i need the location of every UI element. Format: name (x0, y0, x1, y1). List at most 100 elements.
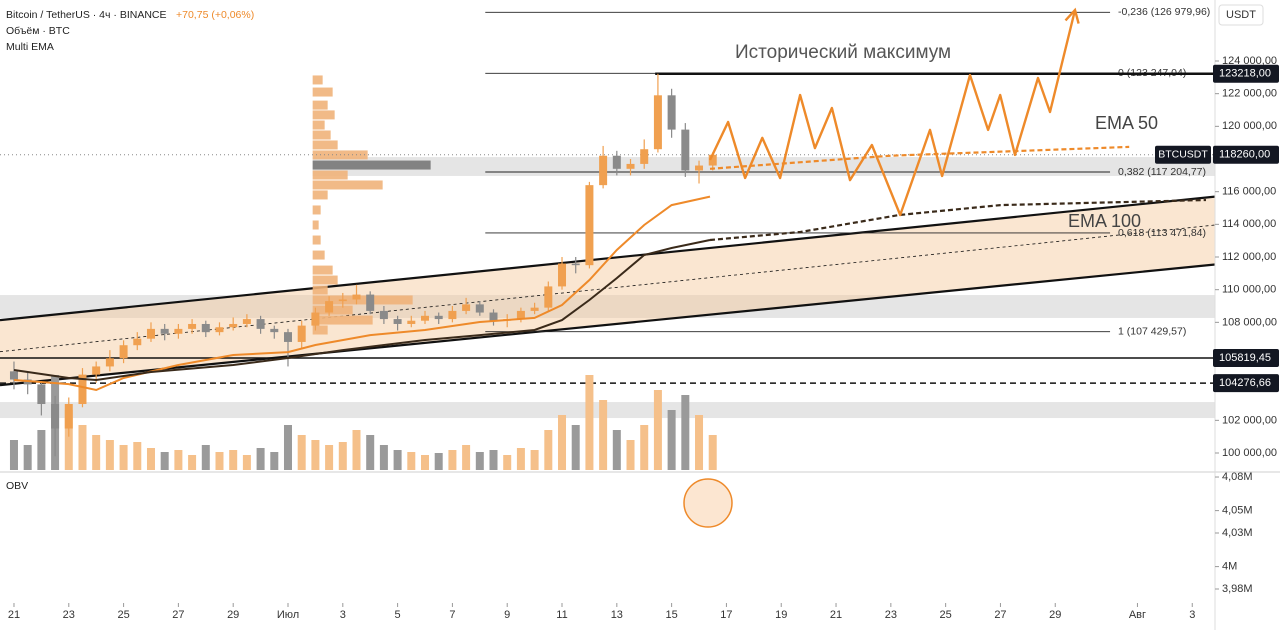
y-tick-label: 124 000,00 (1222, 55, 1277, 67)
candle-body (421, 315, 430, 321)
volume-profile-bar (312, 235, 321, 245)
volume-bar (421, 455, 430, 470)
volume-bar (503, 455, 512, 470)
volume-bar (174, 450, 183, 470)
ema-projection (709, 198, 1207, 242)
x-tick-label: Авг (1129, 609, 1146, 621)
volume-bar (297, 435, 306, 470)
volume-profile-bar (312, 220, 319, 230)
candle-body (160, 328, 169, 334)
x-tick-label: 21 (8, 609, 20, 621)
candle-body (105, 358, 114, 367)
volume-bar (571, 425, 580, 470)
candle-body (530, 307, 539, 311)
price-label: 104276,66 (1219, 377, 1271, 389)
volume-profile-bar (312, 180, 383, 190)
plot: -0,236 (126 979,96)0 (123 247,04)0,382 (… (0, 6, 1216, 470)
volume-profile-bar (312, 87, 333, 97)
candle-body (188, 323, 197, 329)
price-label-box (1213, 374, 1279, 393)
x-tick-label: 25 (940, 609, 952, 621)
ema-name: EMA 100 (1068, 211, 1141, 231)
volume-bar (599, 400, 608, 470)
volume-bar (667, 410, 676, 470)
candle-body (448, 310, 457, 320)
ema-name: EMA 50 (1095, 113, 1158, 133)
ema-line (13, 195, 711, 392)
volume-bar (640, 425, 649, 470)
candle-body (133, 338, 142, 346)
x-tick-label: 25 (117, 609, 129, 621)
obv-y-tick-label: 4,08M (1222, 471, 1253, 483)
x-tick-label: 3 (1189, 609, 1195, 621)
volume-label: Объём · BTC (6, 25, 70, 37)
price-label-box (1213, 348, 1279, 367)
y-tick-label: 100 000,00 (1222, 447, 1277, 459)
volume-profile-bar (312, 205, 321, 215)
x-tick-label: 13 (611, 609, 623, 621)
volume-bar (23, 445, 32, 470)
volume-profile-bar (312, 100, 328, 110)
candle-body (9, 371, 18, 380)
channel-line (0, 195, 1216, 322)
volume-bar (146, 448, 155, 470)
volume-bar (393, 450, 402, 470)
candle-body (462, 304, 471, 311)
y-tick-label: 102 000,00 (1222, 414, 1277, 426)
candle-body (612, 155, 621, 169)
volume-bar (9, 440, 18, 470)
price-label-box (1213, 145, 1279, 164)
volume-bar (201, 445, 210, 470)
volume-bar (325, 445, 334, 470)
obv-y-tick-label: 4,03M (1222, 527, 1253, 539)
candle-body (558, 263, 567, 287)
forecast-arrowhead (1064, 7, 1080, 24)
volume-bar (489, 450, 498, 470)
candle-body (242, 319, 251, 324)
obv-title: OBV (6, 480, 28, 492)
ema-line (13, 239, 711, 382)
ema-label: Multi EMA (6, 41, 54, 53)
volume-bar (516, 448, 525, 470)
candle-body (571, 263, 580, 266)
fib-label: 1 (107 429,57) (1118, 325, 1186, 337)
volume-bar (695, 415, 704, 470)
candle-body (516, 310, 525, 320)
y-tick-label: 114 000,00 (1222, 218, 1276, 230)
x-tick-label: 9 (504, 609, 510, 621)
candle-body (667, 95, 676, 130)
x-tick-label: Июл (277, 609, 299, 621)
candle-body (201, 323, 210, 333)
y-tick-label: 108 000,00 (1222, 316, 1277, 328)
candle-body (229, 323, 238, 328)
volume-bar (92, 435, 101, 470)
candle-body (379, 310, 388, 320)
y-tick-label: 112 000,00 (1222, 251, 1276, 263)
ema-projection (709, 145, 1130, 170)
x-tick-label: 29 (227, 609, 239, 621)
volume-bar (119, 445, 128, 470)
x-tick-label: 17 (720, 609, 732, 621)
candle-body (78, 374, 87, 405)
volume-profile-bar (312, 190, 328, 200)
currency-box (1218, 4, 1264, 26)
volume-bar (78, 425, 87, 470)
y-tick-label: 116 000,00 (1222, 186, 1276, 198)
candle-body (325, 301, 334, 313)
volume-bar (462, 445, 471, 470)
volume-bar (558, 415, 567, 470)
volume-bar (352, 430, 361, 470)
volume-bar (215, 452, 224, 470)
candle-body (352, 294, 361, 300)
volume-bar (160, 452, 169, 470)
candle-body (92, 366, 101, 375)
x-tick-label: 7 (449, 609, 455, 621)
volume-profile-bar (312, 140, 338, 150)
volume-bar (37, 430, 46, 470)
candle-body (599, 155, 608, 186)
candle-body (297, 325, 306, 342)
x-tick-label: 23 (63, 609, 75, 621)
volume-profile-bar (312, 275, 338, 285)
volume-bar (229, 450, 238, 470)
